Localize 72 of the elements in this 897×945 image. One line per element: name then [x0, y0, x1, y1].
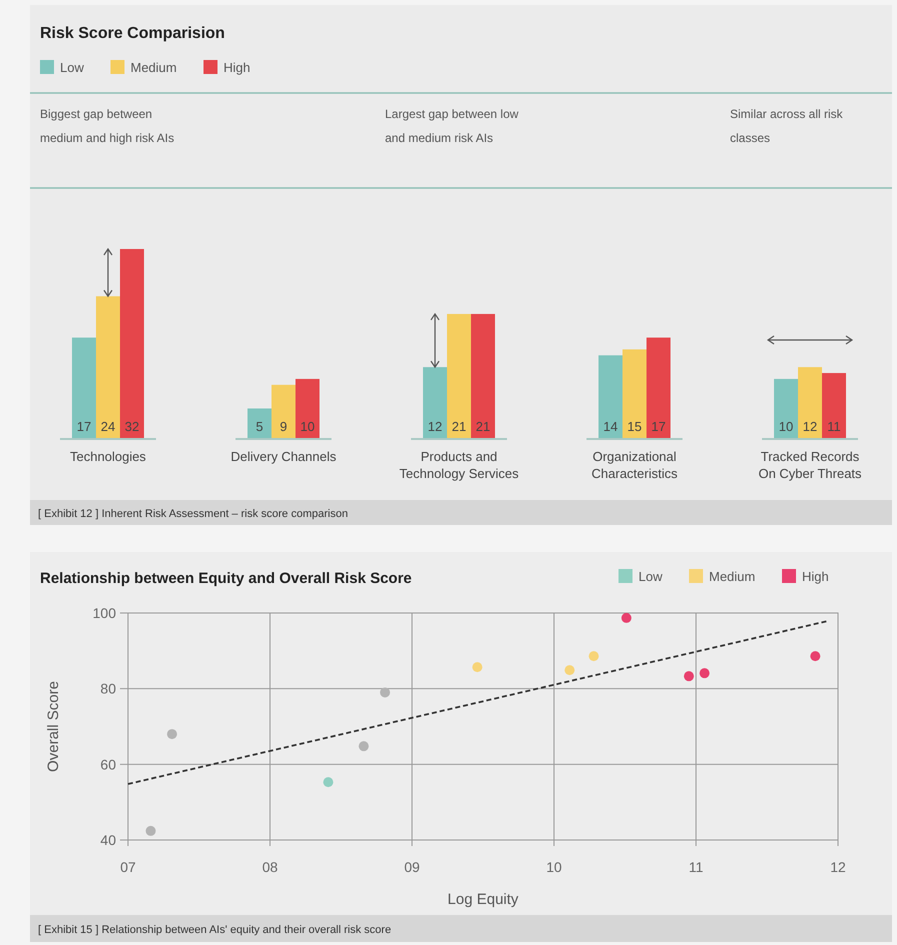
legend-label: Medium	[130, 60, 177, 75]
x-tick-label: 09	[404, 859, 420, 875]
data-label: 21	[476, 419, 490, 434]
bar	[72, 338, 96, 438]
bar	[423, 367, 447, 438]
data-label: 32	[124, 419, 140, 434]
x-tick-label: 08	[262, 859, 278, 875]
x-tick-label: 10	[546, 859, 562, 875]
point	[167, 729, 178, 740]
bar	[96, 296, 120, 438]
data-label: 21	[452, 419, 466, 434]
x-tick-label: Tracked Records On Cyber Threats	[758, 449, 862, 481]
legend-label: Low	[638, 569, 663, 584]
point	[588, 651, 599, 662]
text: Similar across all risk classes	[730, 107, 844, 145]
point	[146, 826, 156, 836]
y-tick-label: 40	[100, 832, 116, 848]
bar	[646, 338, 670, 438]
point	[621, 612, 632, 623]
text: Largest gap between low and medium risk AIs	[385, 107, 519, 145]
point	[472, 662, 482, 672]
point	[323, 777, 334, 788]
text: [ Exhibit 15 ] Relationship between AIs' equity and their overall risk score	[38, 924, 392, 936]
point	[380, 687, 390, 698]
x-tick-label: Technologies	[70, 449, 146, 464]
data-label: 17	[76, 419, 92, 434]
point	[564, 665, 575, 676]
legend-label: High	[224, 60, 250, 75]
bar	[248, 408, 272, 438]
data-label: 5	[256, 419, 264, 434]
data-label: 11	[827, 419, 841, 434]
x-tick-label: Organizational Characteristics	[592, 449, 678, 481]
data-label: 10	[300, 419, 315, 434]
bar	[598, 355, 622, 438]
text: [ Exhibit 12 ] Inherent Risk Assessment – risk score comparison	[38, 508, 348, 520]
bar	[296, 378, 320, 438]
y-tick-label: 100	[92, 605, 116, 621]
x-tick-label: 12	[830, 859, 846, 875]
bar	[822, 373, 846, 438]
data-label: 10	[778, 419, 794, 434]
bar	[120, 249, 144, 438]
y-axis-title: Overall Score	[45, 681, 62, 772]
point	[700, 668, 710, 678]
legend-label: High	[802, 569, 829, 584]
point	[810, 651, 820, 662]
y-tick-label: 60	[100, 756, 116, 772]
bar	[471, 314, 495, 438]
data-label: 12	[802, 419, 818, 434]
bar	[798, 367, 822, 438]
bar	[774, 378, 798, 438]
x-tick-label: Delivery Channels	[230, 449, 337, 464]
x-tick-label: 11	[688, 859, 704, 875]
data-label: 17	[651, 419, 666, 434]
point	[358, 741, 369, 752]
data-label: 15	[627, 419, 642, 434]
y-tick-label: 80	[100, 680, 116, 697]
data-label: 14	[603, 419, 618, 434]
data-label: 9	[280, 419, 288, 434]
bar	[622, 349, 646, 438]
legend-label: Low	[60, 60, 84, 75]
legend-label: Medium	[709, 569, 756, 584]
point	[684, 671, 694, 682]
x-tick-label: Products and Technology Services	[399, 449, 520, 481]
data-label: 12	[428, 419, 442, 434]
x-axis-title: Log Equity	[448, 891, 519, 908]
chart-title: Risk Score Comparision	[40, 25, 225, 42]
bar	[447, 314, 471, 438]
bar	[272, 384, 296, 438]
x-tick-label: 07	[120, 859, 136, 875]
chart-title: Relationship between Equity and Overall Risk Score	[40, 570, 412, 587]
data-label: 24	[100, 419, 116, 434]
text: Biggest gap between medium and high risk AIs	[40, 107, 174, 145]
